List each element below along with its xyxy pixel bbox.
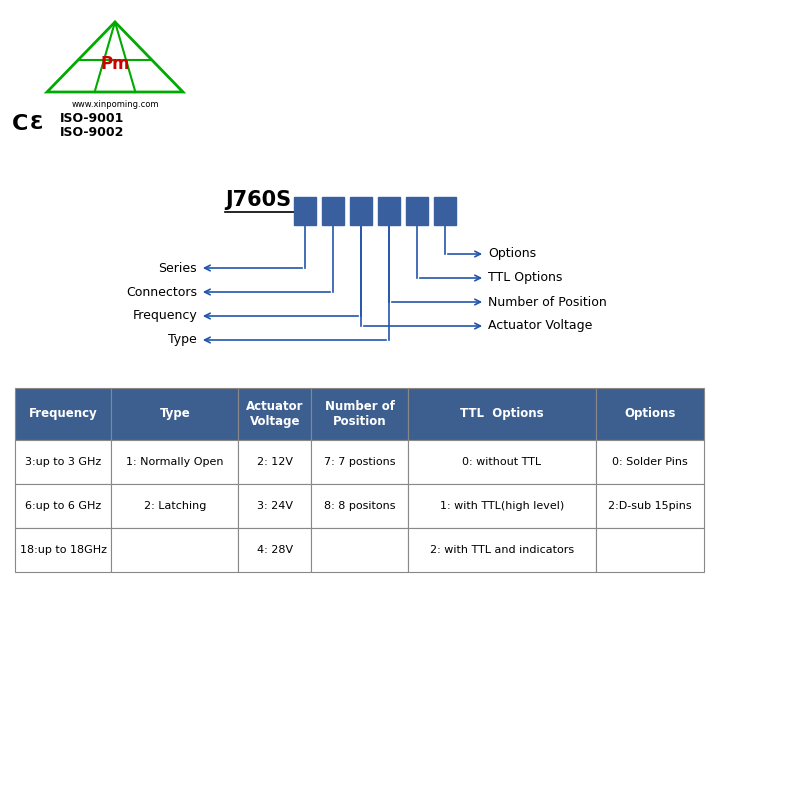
Bar [408,528,596,572]
Text: Ɛ: Ɛ [30,114,43,133]
Text: C: C [12,114,28,134]
Bar [15,440,111,484]
Bar [596,528,704,572]
Bar [238,528,311,572]
Text: 1: with TTL(high level): 1: with TTL(high level) [440,501,564,511]
Text: 0: Solder Pins: 0: Solder Pins [612,457,688,467]
Bar [294,197,316,225]
Bar [434,197,456,225]
Text: 3:up to 3 GHz: 3:up to 3 GHz [25,457,102,467]
Bar [311,440,408,484]
Bar [350,197,372,225]
Bar [596,388,704,440]
Text: Frequency: Frequency [29,407,98,421]
Bar [378,197,400,225]
Bar [596,440,704,484]
Text: Options: Options [625,407,676,421]
Text: Actuator
Voltage: Actuator Voltage [246,400,304,428]
Bar [408,440,596,484]
Bar [238,388,311,440]
Bar [238,484,311,528]
Text: Type: Type [168,334,197,346]
Text: Options: Options [488,247,536,261]
Text: Pm: Pm [100,55,130,73]
Bar [15,528,111,572]
Text: Connectors: Connectors [126,286,197,298]
Text: www.xinpoming.com: www.xinpoming.com [71,100,158,109]
Text: Type: Type [159,407,190,421]
Bar [596,484,704,528]
Text: Series: Series [158,262,197,274]
Bar [322,197,344,225]
Bar [15,388,111,440]
Bar [238,440,311,484]
Text: 2: 12V: 2: 12V [257,457,293,467]
Text: 6:up to 6 GHz: 6:up to 6 GHz [25,501,102,511]
Text: 7: 7 postions: 7: 7 postions [324,457,395,467]
Text: Number of Position: Number of Position [488,295,606,309]
Bar [311,528,408,572]
Text: Actuator Voltage: Actuator Voltage [488,319,592,333]
Bar [111,484,238,528]
Text: 3: 24V: 3: 24V [257,501,293,511]
Text: 1: Normally Open: 1: Normally Open [126,457,223,467]
Text: TTL  Options: TTL Options [460,407,544,421]
Bar [408,388,596,440]
Bar [15,484,111,528]
Text: Number of
Position: Number of Position [325,400,394,428]
Text: J760S: J760S [225,190,291,210]
Text: 8: 8 positons: 8: 8 positons [324,501,395,511]
Text: Frequency: Frequency [132,310,197,322]
Text: TTL Options: TTL Options [488,271,562,285]
Text: 2: Latching: 2: Latching [143,501,206,511]
Bar [111,388,238,440]
Bar [111,528,238,572]
Text: 2: with TTL and indicators: 2: with TTL and indicators [430,545,574,555]
Text: 2:D-sub 15pins: 2:D-sub 15pins [609,501,692,511]
Bar [406,197,428,225]
Bar [311,388,408,440]
Text: ISO-9002: ISO-9002 [60,126,124,139]
Bar [311,484,408,528]
Text: 4: 28V: 4: 28V [257,545,293,555]
Text: 18:up to 18GHz: 18:up to 18GHz [20,545,106,555]
Text: 0: without TTL: 0: without TTL [462,457,542,467]
Bar [111,440,238,484]
Bar [408,484,596,528]
Text: ISO-9001: ISO-9001 [60,112,124,125]
